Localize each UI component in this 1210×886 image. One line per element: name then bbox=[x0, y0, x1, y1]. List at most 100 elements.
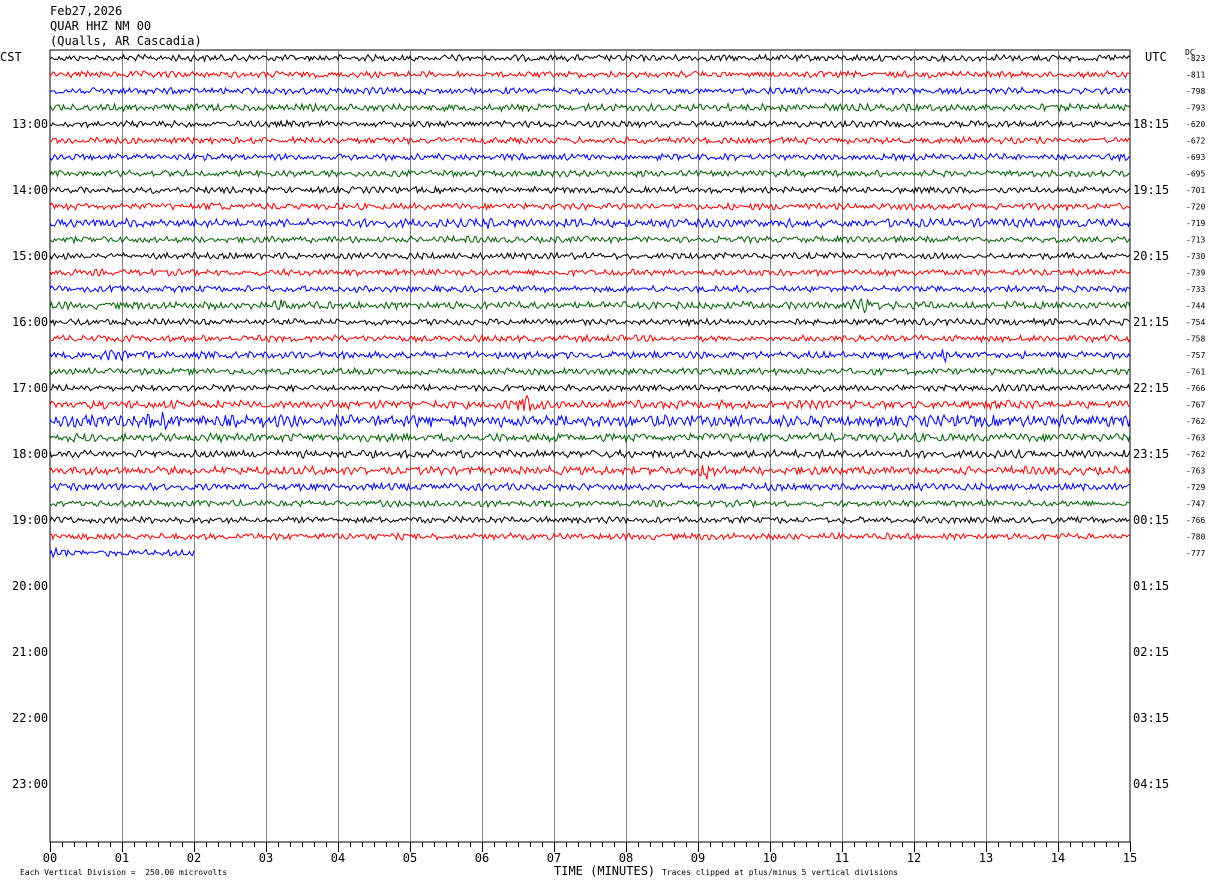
trace-line bbox=[49, 349, 1131, 364]
trace-line bbox=[49, 297, 1131, 314]
dc-offset-label: -761 bbox=[1186, 368, 1205, 377]
left-hour-label: 21:00 bbox=[12, 645, 48, 659]
dc-offset-label: -763 bbox=[1186, 434, 1205, 443]
dc-offset-label: -767 bbox=[1186, 401, 1205, 410]
dc-offset-label: -701 bbox=[1186, 186, 1205, 195]
trace-line bbox=[49, 317, 1131, 328]
dc-offset-label: -758 bbox=[1186, 335, 1205, 344]
left-hour-label: 22:00 bbox=[12, 711, 48, 725]
right-hour-label: 23:15 bbox=[1133, 447, 1169, 461]
date-label: Feb27,2026 bbox=[50, 4, 123, 18]
dc-offset-label: -739 bbox=[1186, 269, 1205, 278]
dc-offset-label: -672 bbox=[1186, 137, 1205, 146]
location-label: (Qualls, AR Cascadia) bbox=[50, 34, 202, 48]
x-tick-label: 03 bbox=[259, 851, 273, 865]
trace-line bbox=[49, 69, 1131, 80]
left-hour-label: 16:00 bbox=[12, 315, 48, 329]
trace-line bbox=[49, 431, 1131, 444]
dc-offset-label: -763 bbox=[1186, 467, 1205, 476]
trace-line bbox=[49, 234, 1131, 245]
right-hour-label: 04:15 bbox=[1133, 777, 1169, 791]
trace-line bbox=[49, 333, 1131, 344]
dc-offset-label: -762 bbox=[1186, 417, 1205, 426]
right-timezone-label: UTC bbox=[1145, 50, 1167, 64]
dc-offset-label: -762 bbox=[1186, 450, 1205, 459]
left-hour-label: 19:00 bbox=[12, 513, 48, 527]
trace-line bbox=[49, 86, 1131, 96]
x-tick-label: 11 bbox=[835, 851, 849, 865]
dc-offset-label: -747 bbox=[1186, 500, 1205, 509]
dc-offset-label: -754 bbox=[1186, 318, 1205, 327]
x-tick-label: 12 bbox=[907, 851, 921, 865]
x-tick-label: 15 bbox=[1123, 851, 1137, 865]
trace-line bbox=[49, 201, 1131, 212]
right-hour-label: 20:15 bbox=[1133, 249, 1169, 263]
trace-line bbox=[49, 411, 1131, 431]
trace-line bbox=[49, 53, 1131, 64]
dc-offset-label: -733 bbox=[1186, 285, 1205, 294]
trace-line bbox=[49, 464, 1131, 480]
dc-offset-label: -713 bbox=[1186, 236, 1205, 245]
trace-line bbox=[49, 250, 1131, 261]
trace-line bbox=[49, 283, 1131, 294]
dc-offset-label: -823 bbox=[1186, 54, 1205, 63]
station-label: QUAR HHZ NM 00 bbox=[50, 19, 152, 33]
trace-line bbox=[49, 531, 1131, 542]
dc-offset-label: -720 bbox=[1186, 203, 1205, 212]
left-hour-label: 18:00 bbox=[12, 447, 48, 461]
right-hour-label: 22:15 bbox=[1133, 381, 1169, 395]
right-hour-label: 21:15 bbox=[1133, 315, 1169, 329]
trace-line bbox=[49, 135, 1131, 146]
x-axis-title: TIME (MINUTES) bbox=[554, 864, 656, 878]
left-hour-label: 23:00 bbox=[12, 777, 48, 791]
trace-line bbox=[49, 168, 1131, 179]
dc-offset-label: -766 bbox=[1186, 516, 1205, 525]
clip-note: Traces clipped at plus/minus 5 vertical … bbox=[662, 868, 899, 877]
trace-line bbox=[49, 366, 1131, 377]
dc-offset-label: -719 bbox=[1186, 219, 1205, 228]
dc-offset-label: -811 bbox=[1186, 71, 1205, 80]
right-hour-label: 19:15 bbox=[1133, 183, 1169, 197]
trace-line bbox=[49, 118, 1131, 129]
dc-offset-label: -793 bbox=[1186, 104, 1205, 113]
dc-offset-label: -695 bbox=[1186, 170, 1205, 179]
right-hour-label: 03:15 bbox=[1133, 711, 1169, 725]
x-tick-label: 07 bbox=[547, 851, 561, 865]
dc-offset-label: -798 bbox=[1186, 87, 1205, 96]
dc-offset-label: -766 bbox=[1186, 384, 1205, 393]
dc-offset-label: -730 bbox=[1186, 252, 1205, 261]
dc-offset-label: -729 bbox=[1186, 483, 1205, 492]
x-tick-label: 14 bbox=[1051, 851, 1065, 865]
right-hour-label: 18:15 bbox=[1133, 117, 1169, 131]
trace-line bbox=[49, 267, 1131, 278]
dc-label: DC bbox=[1185, 48, 1195, 57]
trace-line bbox=[49, 184, 1131, 196]
x-tick-label: 06 bbox=[475, 851, 489, 865]
trace-line bbox=[49, 101, 1131, 113]
dc-offset-label: -693 bbox=[1186, 153, 1205, 162]
dc-offset-label: -757 bbox=[1186, 351, 1205, 360]
trace-line bbox=[49, 498, 1131, 509]
dc-offset-label: -777 bbox=[1186, 549, 1205, 558]
x-tick-label: 01 bbox=[115, 851, 129, 865]
x-tick-label: 02 bbox=[187, 851, 201, 865]
left-timezone-label: CST bbox=[0, 50, 22, 64]
trace-line bbox=[49, 382, 1131, 393]
division-note: Each Vertical Division = 250.00 microvol… bbox=[20, 868, 228, 877]
trace-line bbox=[49, 216, 1131, 230]
plot-frame bbox=[49, 49, 1131, 843]
dc-offset-label: -744 bbox=[1186, 302, 1205, 311]
left-hour-label: 15:00 bbox=[12, 249, 48, 263]
left-hour-label: 14:00 bbox=[12, 183, 48, 197]
x-tick-label: 00 bbox=[43, 851, 57, 865]
x-tick-label: 13 bbox=[979, 851, 993, 865]
trace-line bbox=[49, 448, 1131, 460]
right-hour-label: 02:15 bbox=[1133, 645, 1169, 659]
x-tick-label: 10 bbox=[763, 851, 777, 865]
x-tick-label: 05 bbox=[403, 851, 417, 865]
x-tick-label: 09 bbox=[691, 851, 705, 865]
dc-offset-label: -620 bbox=[1186, 120, 1205, 129]
trace-line bbox=[49, 546, 195, 559]
right-hour-label: 01:15 bbox=[1133, 579, 1169, 593]
